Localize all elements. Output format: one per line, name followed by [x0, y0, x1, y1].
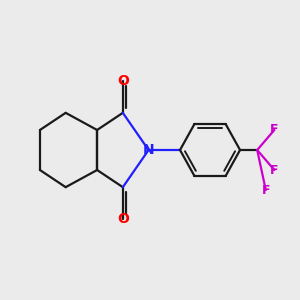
Text: O: O: [117, 74, 129, 88]
Text: F: F: [262, 184, 270, 196]
Text: N: N: [143, 143, 154, 157]
Text: F: F: [270, 164, 279, 176]
Text: O: O: [117, 212, 129, 226]
Text: F: F: [270, 124, 279, 136]
